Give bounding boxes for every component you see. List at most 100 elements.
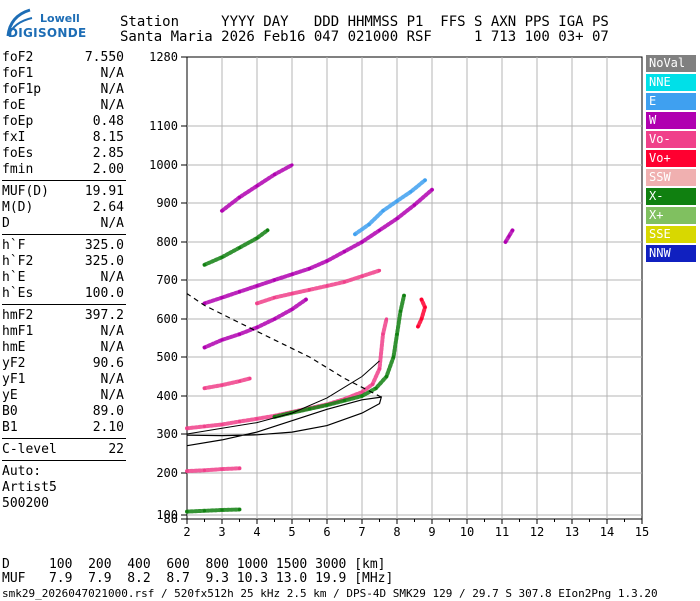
logo-text-lowell: Lowell: [40, 12, 80, 25]
param-row: yF1 N/A: [2, 372, 124, 388]
param-value: N/A: [100, 66, 124, 81]
echo-point: [202, 263, 207, 267]
echo-point: [307, 407, 312, 411]
y-tick-label: 1100: [149, 119, 178, 133]
echo-point: [423, 178, 427, 182]
echo-point: [220, 209, 224, 213]
param-row: M(D) 2.64: [2, 200, 124, 216]
footer-distance-row: D 100 200 400 600 800 1000 1500 3000 [km…: [2, 557, 386, 572]
legend-item: Vo-: [646, 131, 696, 148]
echo-trace: [272, 293, 406, 419]
echo-point: [419, 317, 424, 321]
echo-point: [367, 222, 371, 227]
param-row: h`E N/A: [2, 270, 124, 286]
legend-item: X-: [646, 188, 696, 205]
echo-point: [384, 317, 389, 321]
legend-item: E: [646, 93, 696, 110]
y-tick-label: 1280: [149, 50, 178, 64]
param-value: 2.85: [92, 146, 124, 161]
legend-item: NNW: [646, 245, 696, 262]
x-tick-label: 9: [428, 525, 435, 539]
echo-point: [360, 390, 364, 394]
echo-trace: [202, 376, 252, 391]
separator: [2, 180, 126, 181]
x-tick-label: 10: [460, 525, 474, 539]
param-name: C-level: [2, 442, 57, 457]
echo-point: [220, 338, 224, 342]
echo-point: [202, 345, 207, 350]
param-row: h`Es 100.0: [2, 286, 124, 302]
topside-profile-dashed: [186, 293, 382, 398]
separator: [2, 460, 126, 461]
echo-point: [237, 290, 242, 294]
echo-point: [409, 190, 413, 194]
echo-point: [353, 232, 357, 236]
legend-item: X+: [646, 207, 696, 224]
y-tick-label: 900: [156, 196, 178, 210]
param-name: foF1p: [2, 82, 42, 97]
echo-point: [255, 236, 259, 240]
param-row: hmE N/A: [2, 340, 124, 356]
y-tick-label: 300: [156, 427, 178, 441]
echo-point: [510, 228, 515, 232]
echo-point: [377, 228, 382, 232]
echo-point: [237, 466, 242, 470]
echo-point: [272, 278, 277, 282]
echo-point: [272, 172, 277, 177]
param-name: foEs: [2, 146, 34, 161]
param-name: hmF1: [2, 324, 34, 339]
echo-point: [290, 307, 294, 311]
param-value: N/A: [100, 270, 124, 285]
param-row: C-level 22: [2, 442, 124, 458]
echo-point: [360, 274, 364, 278]
param-value: N/A: [100, 388, 124, 403]
param-row: yE N/A: [2, 388, 124, 404]
auto-version: 500200: [2, 496, 49, 511]
separator: [2, 304, 126, 305]
y-tick-label: 700: [156, 273, 178, 287]
param-value: 19.91: [84, 184, 124, 199]
echo-point: [255, 284, 259, 288]
param-name: M(D): [2, 200, 34, 215]
separator: [2, 234, 126, 235]
echo-trace: [353, 178, 427, 237]
echo-point: [255, 417, 259, 421]
logo-text-digisonde: DIGISONDE: [8, 26, 87, 40]
echo-point: [503, 240, 508, 244]
param-row: foF1p N/A: [2, 82, 124, 98]
param-row: foF2 7.550: [2, 50, 124, 66]
param-value: 325.0: [84, 238, 124, 253]
y-tick-label: 600: [156, 312, 178, 326]
echo-point: [377, 367, 382, 371]
echo-point: [381, 332, 385, 336]
param-value: 397.2: [84, 308, 124, 323]
param-value: 2.10: [92, 420, 124, 435]
param-name: yF2: [2, 356, 26, 371]
param-row: B1 2.10: [2, 420, 124, 436]
y-tick-label: 800: [156, 235, 178, 249]
echo-point: [202, 509, 207, 513]
echo-trace: [255, 268, 382, 306]
echo-point: [395, 332, 399, 336]
param-row: B0 89.0: [2, 404, 124, 420]
param-value: N/A: [100, 324, 124, 339]
param-row: foF1 N/A: [2, 66, 124, 82]
x-tick-label: 3: [218, 525, 225, 539]
header-line-2: Santa Maria 2026 Feb16 047 021000 RSF 1 …: [120, 29, 609, 45]
param-value: 8.15: [92, 130, 124, 145]
echo-point: [370, 382, 375, 386]
param-name: h`E: [2, 270, 26, 285]
param-name: D: [2, 216, 10, 231]
x-tick-label: 5: [288, 525, 295, 539]
y-tick-label: 200: [156, 466, 178, 480]
echo-point: [237, 246, 242, 250]
footer-muf-row: MUF 7.9 7.9 8.2 8.7 9.3 10.3 13.0 19.9 […: [2, 571, 394, 586]
x-tick-label: 13: [565, 525, 579, 539]
echo-point: [220, 255, 224, 259]
legend-item: SSW: [646, 169, 696, 186]
echo-point: [342, 249, 347, 254]
y-tick-label: 100: [156, 508, 178, 522]
echo-point: [255, 184, 259, 188]
echo-point: [360, 240, 364, 244]
